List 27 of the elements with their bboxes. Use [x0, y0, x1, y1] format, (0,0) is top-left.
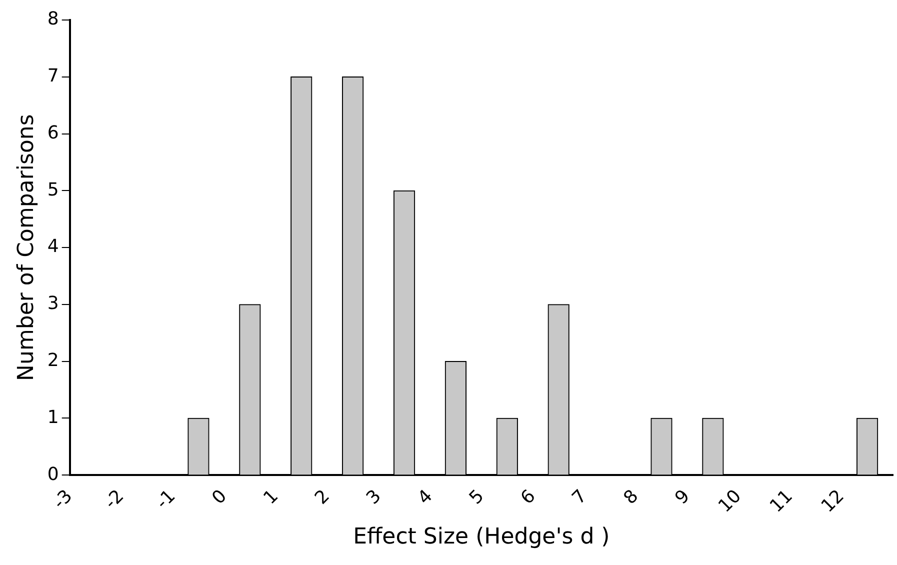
x-tick-label: 0 — [208, 486, 232, 509]
x-tick-label: 10 — [714, 486, 746, 517]
x-tick-label: 5 — [465, 486, 488, 509]
y-tick-label: 8 — [47, 8, 59, 30]
x-tick-label: -1 — [152, 486, 180, 514]
x-tick-label: 11 — [766, 486, 797, 517]
x-tick-label: 8 — [620, 486, 643, 509]
x-axis-title: Effect Size (Hedge's d ) — [353, 524, 610, 550]
x-tick-label: 2 — [310, 486, 334, 509]
y-tick-label: 1 — [47, 406, 59, 428]
x-tick-label: 7 — [568, 486, 592, 509]
x-tick-label: 6 — [516, 486, 540, 509]
y-tick-label: 7 — [47, 66, 59, 87]
x-tick-label: 3 — [362, 486, 386, 509]
x-tick-label: -3 — [49, 486, 77, 514]
x-tick-label: 9 — [671, 486, 694, 509]
x-tick-label: 12 — [817, 486, 848, 517]
y-axis-title: Number of Comparisons — [14, 114, 39, 381]
x-tick-label: -2 — [100, 486, 128, 514]
x-tick-label: 4 — [414, 486, 437, 509]
y-tick-label: 3 — [47, 293, 59, 314]
y-tick-label: 4 — [47, 236, 59, 258]
y-tick-label: 0 — [47, 464, 59, 485]
y-tick-label: 6 — [47, 122, 59, 144]
x-tick-label: 1 — [260, 486, 282, 509]
y-tick-label: 5 — [47, 179, 59, 200]
y-tick-label: 2 — [47, 350, 59, 372]
